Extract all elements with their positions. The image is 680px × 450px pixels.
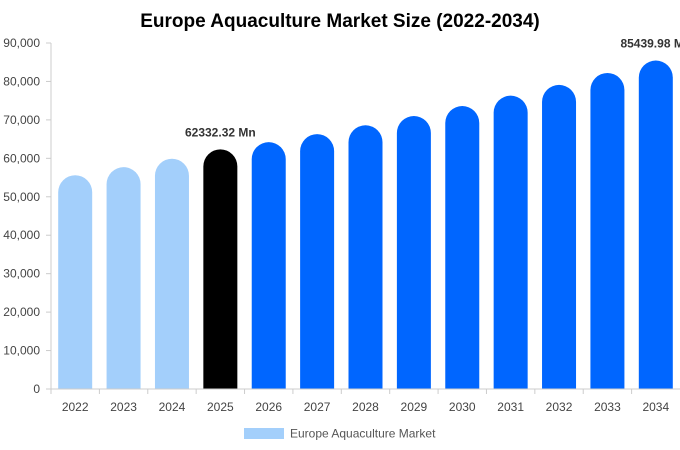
legend-label: Europe Aquaculture Market	[290, 427, 436, 441]
x-tick-label: 2025	[207, 400, 234, 414]
bar-2025[interactable]	[203, 149, 238, 389]
bar-2028[interactable]	[348, 125, 383, 390]
bar-2033[interactable]	[590, 72, 625, 389]
x-axis: 2022 2023 2024 2025 2026 2027 2028 2029 2030 2031…	[50, 388, 680, 414]
x-tick-label: 2022	[62, 400, 89, 414]
bar-2024[interactable]	[154, 158, 189, 389]
y-tick-label: 10,000	[3, 344, 40, 358]
x-tick-label: 2031	[497, 400, 524, 414]
x-tick-label: 2026	[255, 400, 282, 414]
legend[interactable]: Europe Aquaculture Market	[244, 427, 436, 441]
x-tick-label: 2032	[546, 400, 573, 414]
y-tick-label: 50,000	[3, 190, 40, 204]
y-tick-label: 40,000	[3, 228, 40, 242]
data-label: 85439.98 Mn	[620, 37, 680, 51]
y-tick-label: 0	[33, 382, 40, 396]
bar-2032[interactable]	[542, 84, 577, 389]
bar-2034[interactable]	[638, 60, 673, 389]
bar-2031[interactable]	[493, 95, 528, 389]
data-labels: 62332.32 Mn 85439.98 Mn	[185, 37, 680, 140]
y-tick-label: 80,000	[3, 74, 40, 88]
x-tick-label: 2029	[401, 400, 428, 414]
legend-swatch	[244, 428, 284, 439]
x-tick-label: 2027	[304, 400, 331, 414]
x-tick-label: 2023	[110, 400, 137, 414]
y-tick-label: 20,000	[3, 305, 40, 319]
y-axis: 0 10,000 20,000 30,000 40,000 50,000 60,000 70,…	[3, 36, 52, 396]
bar-2030[interactable]	[445, 106, 480, 389]
bar-2023[interactable]	[106, 167, 141, 389]
bar-2027[interactable]	[300, 134, 335, 389]
bar-2029[interactable]	[396, 116, 431, 390]
y-tick-label: 70,000	[3, 113, 40, 127]
data-label: 62332.32 Mn	[185, 125, 256, 139]
bar-2026[interactable]	[251, 142, 286, 389]
chart-title: Europe Aquaculture Market Size (2022-203…	[140, 11, 540, 32]
x-tick-label: 2034	[642, 400, 669, 414]
y-tick-label: 60,000	[3, 151, 40, 165]
bars	[58, 60, 673, 390]
x-tick-label: 2030	[449, 400, 476, 414]
x-tick-label: 2033	[594, 400, 621, 414]
x-tick-label: 2024	[159, 400, 186, 414]
x-tick-label: 2028	[352, 400, 379, 414]
y-tick-label: 30,000	[3, 267, 40, 281]
bar-2022[interactable]	[58, 175, 93, 389]
y-tick-label: 90,000	[3, 36, 40, 50]
